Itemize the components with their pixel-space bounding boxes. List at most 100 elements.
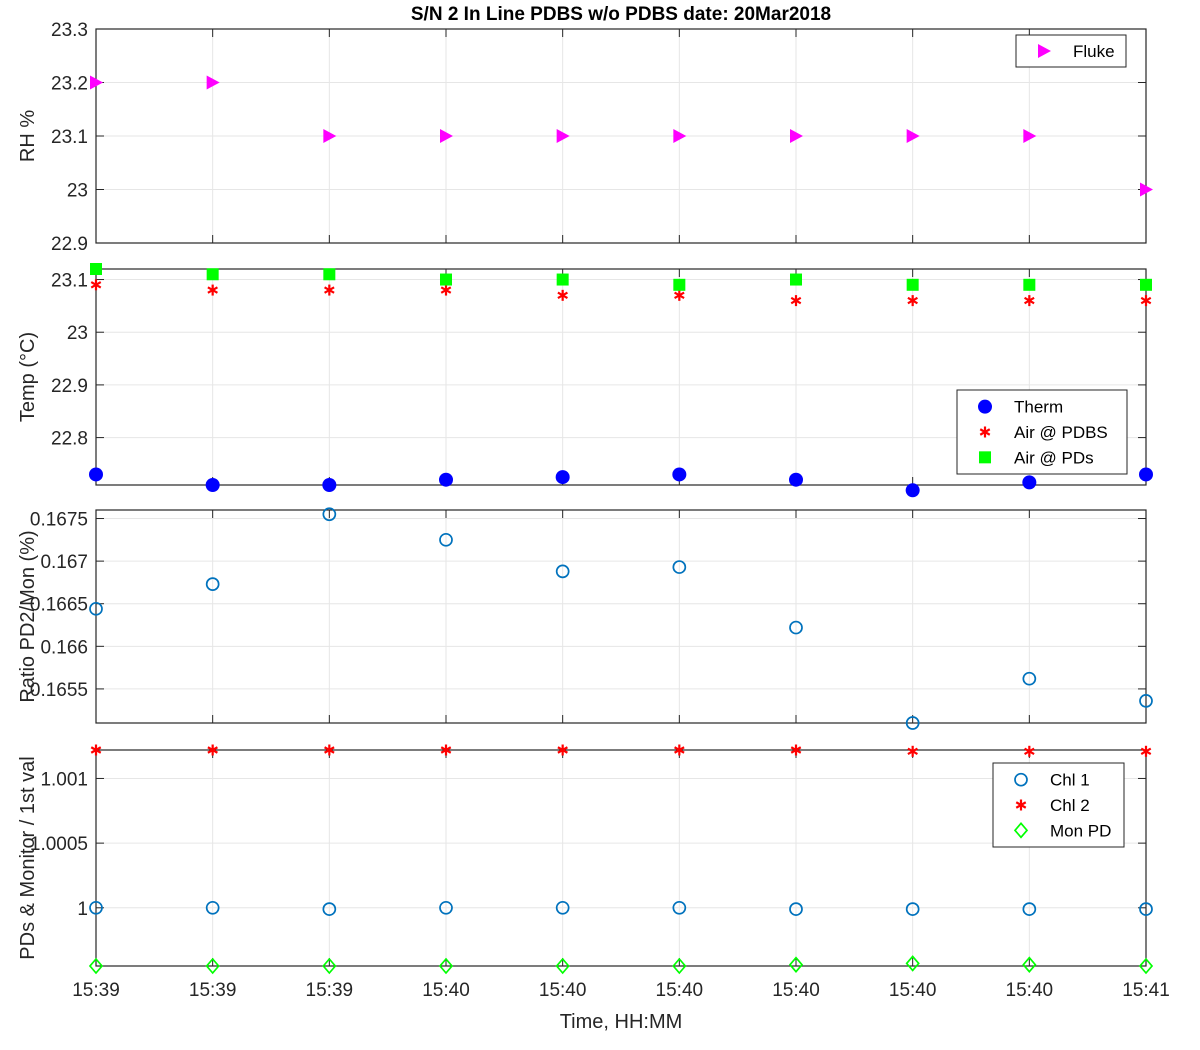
data-point xyxy=(555,564,570,579)
data-point xyxy=(322,507,337,522)
data-point xyxy=(1139,902,1153,916)
series-air-pds xyxy=(90,263,1152,291)
data-point xyxy=(1022,671,1037,686)
data-point xyxy=(205,478,220,492)
y-tick-label: 23.2 xyxy=(51,74,88,95)
data-point xyxy=(905,955,920,972)
data-point xyxy=(672,560,687,574)
data-point xyxy=(1023,278,1036,291)
data-point xyxy=(555,957,570,975)
x-tick-label: 15:40 xyxy=(889,980,937,1001)
data-point xyxy=(557,289,568,301)
plot-area: 22.9 23 23.1 23.2 23.3 RH % Fluke 22.8 22.9 23 23.… xyxy=(17,20,1170,1001)
data-point xyxy=(89,601,103,616)
series-air-pdbs xyxy=(90,279,1152,307)
data-point xyxy=(556,273,569,286)
series-ratio xyxy=(89,507,1153,730)
data-point xyxy=(1138,957,1154,975)
data-point xyxy=(88,957,104,975)
data-point xyxy=(205,577,220,591)
data-point xyxy=(90,75,103,90)
data-point xyxy=(907,745,918,757)
y-tick-label: 0.167 xyxy=(40,552,88,573)
data-point xyxy=(322,902,337,916)
y-tick-label: 0.1675 xyxy=(30,510,88,531)
y-tick-label: 22.9 xyxy=(51,376,88,397)
axes-box xyxy=(95,749,1147,967)
data-point xyxy=(323,129,337,143)
legend-label: Air @ PDs xyxy=(1014,448,1094,467)
legend-marker xyxy=(1038,44,1051,58)
y-tick-label: 1.0005 xyxy=(30,834,88,855)
series-fluke xyxy=(90,75,1153,197)
y-tick-label: 0.1665 xyxy=(30,595,88,616)
data-point xyxy=(674,289,685,301)
x-tick-label: 15:39 xyxy=(306,980,354,1001)
data-point xyxy=(557,744,568,756)
data-point xyxy=(440,284,452,296)
x-tick-label: 15:40 xyxy=(772,980,820,1001)
data-point xyxy=(205,957,220,975)
data-point xyxy=(90,263,102,275)
data-point xyxy=(905,716,920,730)
data-point xyxy=(672,957,687,975)
data-point xyxy=(673,129,687,143)
grid-lines xyxy=(95,750,1147,966)
y-tick-label: 0.166 xyxy=(40,637,88,658)
data-point xyxy=(790,129,803,143)
legend-marker xyxy=(1013,822,1029,839)
y-tick-label: 22.9 xyxy=(51,234,88,255)
data-point xyxy=(674,744,685,756)
data-point xyxy=(673,278,686,291)
legend-box xyxy=(1015,34,1127,68)
data-point xyxy=(1024,745,1035,757)
data-point xyxy=(440,744,452,756)
series-mon-pd xyxy=(88,955,1154,975)
legend-marker xyxy=(978,399,992,414)
x-tick-label: 15:40 xyxy=(422,980,470,1001)
legend-label: Mon PD xyxy=(1050,821,1111,840)
data-point xyxy=(89,900,103,915)
y-axis-label: PDs & Monitor / 1st val xyxy=(17,756,39,959)
legend-label: Chl 2 xyxy=(1050,796,1090,815)
data-point xyxy=(1140,278,1152,291)
data-point xyxy=(1023,129,1037,143)
data-point xyxy=(89,467,103,482)
data-point xyxy=(1140,182,1153,197)
data-point xyxy=(440,273,452,286)
legend-label: Fluke xyxy=(1073,42,1115,61)
data-point xyxy=(789,902,803,916)
data-point xyxy=(322,957,337,975)
x-tick-label: 15:39 xyxy=(189,980,237,1001)
data-point xyxy=(206,75,220,90)
x-tick-label: 15:40 xyxy=(1006,980,1054,1001)
legend: Fluke xyxy=(1015,34,1127,68)
legend-label: Air @ PDBS xyxy=(1014,423,1108,442)
data-point xyxy=(905,483,920,498)
data-point xyxy=(1022,475,1037,490)
data-point xyxy=(207,744,218,756)
data-point xyxy=(1022,902,1037,916)
series-chl-1 xyxy=(89,900,1153,916)
data-point xyxy=(790,744,802,756)
legend: Chl 1 Chl 2 Mon PD xyxy=(992,762,1125,848)
data-point xyxy=(322,478,337,492)
data-point xyxy=(790,273,802,286)
data-point xyxy=(907,295,918,307)
legend-marker xyxy=(979,451,991,464)
data-point xyxy=(1022,956,1037,974)
y-tick-label: 0.1655 xyxy=(30,680,88,701)
data-point xyxy=(1139,467,1153,482)
axes-box xyxy=(95,509,1147,724)
legend-marker xyxy=(979,426,991,438)
y-tick-label: 23 xyxy=(67,323,88,344)
data-point xyxy=(440,129,453,143)
data-point xyxy=(788,956,804,974)
y-tick-label: 23.3 xyxy=(51,20,88,41)
data-point xyxy=(439,472,453,487)
legend-label: Therm xyxy=(1014,398,1063,417)
legend-marker xyxy=(1015,799,1027,811)
grid-lines xyxy=(95,28,1147,244)
